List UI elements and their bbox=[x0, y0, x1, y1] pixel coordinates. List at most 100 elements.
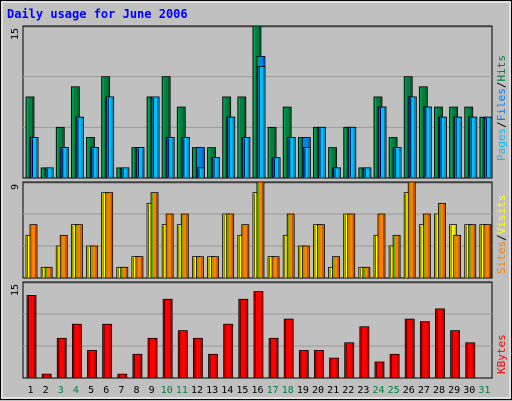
x-tick-label: 17 bbox=[267, 385, 279, 396]
x-tick-label: 23 bbox=[357, 385, 369, 396]
sites-bar bbox=[74, 224, 83, 279]
top-legend: Pages/Files/Hits bbox=[495, 55, 508, 161]
pages-bar bbox=[181, 137, 190, 179]
hits-files-pages-bars bbox=[25, 25, 493, 179]
x-tick-label: 26 bbox=[403, 385, 415, 396]
kbytes-bar bbox=[389, 353, 400, 379]
kbytes-bar bbox=[359, 326, 370, 379]
pages-bar bbox=[45, 167, 54, 179]
kbytes-bar bbox=[71, 323, 82, 379]
kbytes-bar bbox=[208, 353, 218, 379]
x-tick-label: 6 bbox=[103, 385, 109, 396]
sites-bar bbox=[59, 234, 68, 279]
x-tick-label: 30 bbox=[463, 385, 475, 396]
sites-bar bbox=[422, 213, 431, 279]
pages-bar bbox=[197, 167, 205, 179]
x-tick-label: 16 bbox=[251, 385, 263, 396]
sites-bar bbox=[286, 213, 295, 279]
pages-bar bbox=[60, 147, 69, 179]
x-tick-label: 14 bbox=[221, 385, 233, 396]
pages-bar bbox=[75, 116, 84, 179]
kbytes-bar bbox=[329, 357, 339, 379]
pages-bar bbox=[242, 137, 251, 179]
pages-bar bbox=[439, 116, 447, 179]
pages-bar bbox=[287, 137, 296, 179]
bottom-legend: KBytes bbox=[495, 334, 508, 374]
pages-bar bbox=[227, 116, 236, 179]
sites-bar bbox=[347, 213, 356, 279]
sites-bar bbox=[29, 224, 38, 279]
pages-bar bbox=[151, 96, 160, 179]
x-tick-label: 7 bbox=[118, 385, 124, 396]
sites-bar bbox=[453, 234, 462, 279]
pages-bar bbox=[348, 126, 357, 179]
kbytes-bar bbox=[177, 330, 188, 379]
sites-bar bbox=[377, 213, 386, 279]
x-tick-label: 18 bbox=[282, 385, 294, 396]
x-tick-label: 15 bbox=[236, 385, 248, 396]
pages-bar bbox=[121, 167, 130, 179]
kbytes-bar bbox=[223, 323, 234, 379]
x-tick-label: 8 bbox=[133, 385, 139, 396]
sites-bar bbox=[256, 181, 265, 279]
sites-bar bbox=[180, 213, 189, 279]
sites-bar bbox=[105, 192, 114, 279]
sites-bar bbox=[483, 224, 492, 279]
x-tick-label: 27 bbox=[418, 385, 430, 396]
pages-bar bbox=[302, 147, 311, 179]
sites-bar bbox=[150, 192, 159, 279]
sites-bar bbox=[120, 266, 129, 279]
kbytes-bar bbox=[465, 342, 476, 379]
sites-bar bbox=[135, 256, 144, 279]
legend-slash: / bbox=[495, 234, 508, 241]
kbytes-bar bbox=[193, 337, 203, 379]
x-axis-labels: 1 2 3 4 5 6 7 8 9 10 11 12 13 14 15 16 17 18 19 20 21 22 23 24 2… bbox=[28, 385, 491, 396]
kbytes-bar bbox=[450, 330, 461, 379]
x-tick-label: 5 bbox=[88, 385, 94, 396]
pages-bar bbox=[272, 157, 281, 179]
middle-legend: Sites/Visits bbox=[495, 195, 508, 275]
x-tick-label: 13 bbox=[206, 385, 218, 396]
sites-bar bbox=[271, 256, 280, 279]
legend-sites: Sites bbox=[495, 241, 508, 274]
bottom-y-max-label: 15 bbox=[10, 284, 21, 296]
legend-slash: / bbox=[495, 121, 508, 128]
x-tick-label: 28 bbox=[433, 385, 445, 396]
x-tick-label: 4 bbox=[73, 385, 79, 396]
sites-bar bbox=[196, 256, 204, 279]
x-tick-label: 20 bbox=[312, 385, 324, 396]
x-tick-label: 24 bbox=[373, 385, 385, 396]
x-tick-label: 22 bbox=[342, 385, 354, 396]
pages-bar bbox=[166, 137, 175, 179]
sites-bar bbox=[44, 266, 53, 279]
x-tick-label: 19 bbox=[297, 385, 309, 396]
x-tick-label: 31 bbox=[478, 385, 490, 396]
legend-hits: Hits bbox=[495, 55, 508, 82]
sites-bar bbox=[392, 234, 401, 279]
sites-bar bbox=[241, 224, 250, 279]
kbytes-bar bbox=[344, 342, 355, 379]
kbytes-bar bbox=[132, 353, 143, 379]
sites-bar bbox=[407, 181, 416, 279]
kbytes-bar bbox=[26, 295, 37, 379]
kbytes-bar bbox=[404, 318, 415, 379]
kbytes-bar bbox=[238, 298, 249, 379]
pages-bar bbox=[408, 96, 417, 179]
pages-bar bbox=[106, 96, 115, 179]
kbytes-bar bbox=[298, 350, 309, 379]
sites-bar bbox=[301, 245, 310, 279]
sites-bar bbox=[468, 224, 477, 279]
kbytes-bar bbox=[283, 318, 294, 379]
x-tick-label: 1 bbox=[28, 385, 34, 396]
kbytes-bar bbox=[253, 291, 264, 379]
pages-bar bbox=[469, 116, 478, 179]
legend-files: Files bbox=[495, 88, 508, 121]
legend-slash: / bbox=[495, 82, 508, 89]
kbytes-bar bbox=[56, 337, 67, 379]
pages-bar bbox=[318, 126, 326, 179]
sites-bar bbox=[165, 213, 174, 279]
visits-sites-bars bbox=[25, 181, 492, 279]
x-tick-label: 9 bbox=[149, 385, 155, 396]
